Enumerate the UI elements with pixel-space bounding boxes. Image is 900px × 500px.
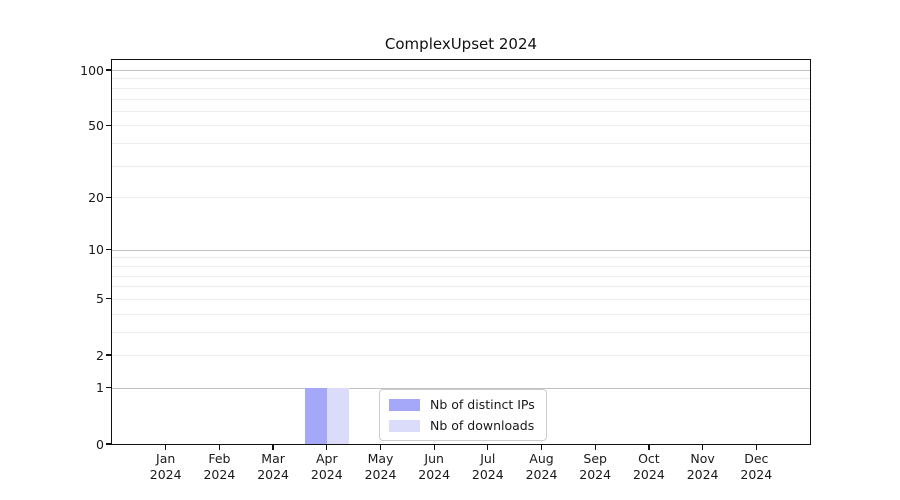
gridline-minor [112,355,810,356]
gridline-minor [112,125,810,127]
bar-apr-2024-s0 [304,387,327,444]
y-tick-label: 0 [96,436,104,452]
x-tick-mark [701,444,704,450]
y-tick-label: 5 [96,291,104,307]
gridline-minor [112,110,810,112]
legend-label-distinct-ips: Nb of distinct IPs [430,397,535,412]
gridline-minor [112,286,810,288]
legend-entry-distinct-ips: Nb of distinct IPs [389,397,535,412]
gridline-major [112,249,810,251]
legend-label-downloads: Nb of downloads [430,418,535,433]
gridline-minor [112,331,810,333]
x-tick-label: Nov 2024 [686,451,719,482]
chart-title: ComplexUpset 2024 [384,35,538,53]
gridline-minor [112,197,810,199]
x-tick-label: Dec 2024 [740,451,773,482]
gridline-major [112,387,810,389]
x-tick-mark [540,444,543,450]
y-tick-mark [105,354,112,356]
y-tick-label: 20 [88,189,104,205]
x-tick-mark [594,444,596,450]
x-tick-label: May 2024 [364,451,397,482]
y-tick-mark [105,387,112,389]
x-tick-mark [487,444,489,450]
y-tick-label: 10 [88,242,104,258]
y-tick-mark [105,249,112,251]
y-tick-mark [105,69,112,71]
gridline-minor [112,87,810,89]
x-tick-label: Jun 2024 [418,451,451,482]
y-tick-label: 1 [96,380,104,396]
y-tick-mark [105,124,112,127]
gridline-minor [112,313,810,315]
gridline-minor [112,298,810,300]
x-tick-label: Mar 2024 [257,451,289,482]
gridline-minor [112,78,810,80]
legend: Nb of distinct IPs Nb of downloads [379,389,547,441]
x-tick-mark [272,444,274,450]
gridline-minor [112,143,810,145]
y-tick-label: 100 [80,62,104,78]
y-tick-label: 2 [96,347,104,363]
x-tick-label: Aug 2024 [525,451,558,482]
y-tick-mark [105,196,112,198]
x-tick-mark [755,444,757,450]
x-tick-mark [648,444,650,450]
legend-swatch-downloads [389,419,420,432]
x-tick-mark [218,444,221,450]
gridline-major [112,70,810,71]
x-tick-mark [326,444,328,450]
legend-swatch-distinct-ips [389,398,420,411]
gridline-minor [112,98,810,100]
x-tick-mark [165,444,167,450]
x-tick-label: Sep 2024 [579,451,612,482]
x-tick-mark [379,444,382,450]
x-tick-label: Oct 2024 [632,451,665,482]
x-tick-label: Jul 2024 [471,451,504,482]
gridline-minor [112,265,810,267]
gridline-minor [112,165,810,167]
x-tick-mark [433,444,435,450]
y-tick-label: 50 [88,117,104,133]
x-tick-label: Apr 2024 [310,451,343,482]
x-tick-label: Feb 2024 [203,451,236,482]
x-tick-label: Jan 2024 [149,451,182,482]
gridline-minor [112,275,810,277]
bar-apr-2024-s1 [326,387,349,444]
legend-entry-downloads: Nb of downloads [389,418,535,433]
y-tick-mark [105,443,112,445]
gridline-minor [112,257,810,259]
y-tick-mark [105,298,112,300]
